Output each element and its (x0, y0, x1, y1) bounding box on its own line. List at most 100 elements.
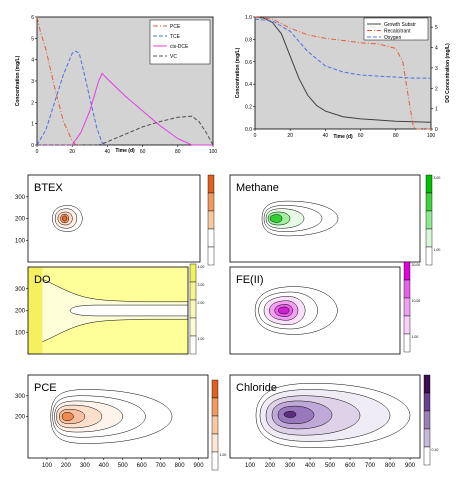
contour-panel-methane: Methane 3.00 1.00 (229, 174, 441, 266)
y2-tick-label: 1 (435, 107, 438, 113)
x-tick-label: 400 (99, 463, 110, 469)
x-tick-label: 700 (156, 463, 167, 469)
contour-panel-fe-ii: FE(II) 20.00 10.00 1.00 (229, 261, 421, 355)
x-axis-ticks-bottom: 100 200 300 400 500 600 700 800 900 100 200 300 400 5… (42, 458, 416, 469)
colorbar-label: 3.00 (198, 283, 205, 287)
colorbar-segment (211, 379, 219, 399)
panel-title: Methane (236, 182, 279, 194)
panel-title: DO (34, 274, 51, 286)
y-tick-label: 6 (31, 15, 34, 21)
x-tick-label: 100 (42, 463, 53, 469)
colorbar-label: 10.00 (412, 299, 421, 303)
y-tick-label: 0.6 (245, 60, 252, 66)
y2-tick-label: 2 (435, 86, 438, 92)
series-line-oxygen (254, 18, 431, 79)
y2-axis-label: DO Concentration (mg/L) (445, 43, 451, 103)
series-lines (254, 16, 432, 130)
x-tick-label: 500 (118, 463, 129, 469)
y-axis-ticks: 0 1 2 3 4 5 6 (31, 15, 37, 149)
x-tick-label: 80 (175, 149, 181, 155)
colorbar-label: 20.00 (412, 263, 421, 267)
colorbar-segment (207, 228, 215, 248)
contour-panel-pce: PCE 200 300 1.00 (15, 374, 227, 471)
contour-panel-chloride: Chloride 0.10 (229, 374, 438, 466)
contour-panel-btex: BTEX 100 200 300 (15, 174, 215, 266)
colorbar-segment (403, 279, 411, 299)
x-tick-label: 500 (325, 463, 336, 469)
x-tick-label: 100 (427, 133, 436, 139)
y2-tick-label: 4 (435, 46, 438, 52)
x-tick-label: 700 (365, 463, 376, 469)
panel-title: Chloride (236, 382, 277, 394)
colorbar-label: 4.00 (198, 265, 205, 269)
colorbar-label: 1.00 (220, 453, 227, 457)
x-axis-label: Time (d) (333, 134, 353, 140)
colorbar-segment (403, 261, 411, 281)
contour-band (278, 306, 290, 315)
colorbar-segment (211, 415, 219, 435)
colorbar-segment (425, 174, 433, 194)
colorbar-label: 2.00 (198, 301, 205, 305)
legend-label: VC (170, 54, 177, 60)
y2-tick-label: 3 (435, 66, 438, 72)
colorbar-segment (189, 281, 197, 301)
y2-tick-label: 5 (435, 25, 438, 31)
colorbar-label: 3.00 (434, 176, 441, 180)
contour-band (283, 411, 297, 418)
x-tick-label: 200 (265, 463, 276, 469)
y-tick-label: 2 (31, 100, 34, 106)
colorbar-segment (403, 333, 411, 353)
y-tick-label: 0 (31, 143, 34, 149)
x-tick-label: 0 (36, 149, 39, 155)
colorbar-segment (207, 174, 215, 194)
x-tick-label: 40 (105, 149, 111, 155)
legend-label: Growth Substr (384, 22, 416, 28)
panel-frame (229, 266, 401, 355)
y-tick-label: 5 (31, 36, 34, 42)
y-tick-label: 0.8 (245, 37, 252, 43)
colorbar-segment (425, 246, 433, 266)
x-axis-label: Time (d) (115, 148, 135, 154)
x-tick-label: 900 (405, 463, 416, 469)
line-chart-substrate-oxygen: 0 20 40 60 80 100 0.0 0.2 0.4 0.6 0.8 1.0 0 1 2 3 4 5 G… (235, 15, 451, 140)
y-tick-label: 1.0 (245, 15, 252, 21)
panel-title: PCE (34, 382, 57, 394)
x-tick-label: 40 (323, 133, 329, 139)
colorbar-segment (403, 297, 411, 317)
y-tick-label: 200 (15, 415, 26, 421)
y-tick-label: 200 (15, 217, 26, 223)
y-axis-label: Concentration (mg/L) (15, 55, 21, 106)
x-tick-label: 20 (287, 133, 293, 139)
legend-label: Oxygen (384, 35, 401, 41)
y2-axis-ticks: 0 1 2 3 4 5 (431, 25, 438, 133)
x-tick-label: 900 (194, 463, 205, 469)
colorbar-segment (425, 192, 433, 212)
colorbar-segment (189, 335, 197, 355)
y-axis-ticks: 0.0 0.2 0.4 0.6 0.8 1.0 (245, 15, 255, 133)
y-tick-label: 0.0 (245, 127, 252, 133)
series-lines (36, 16, 214, 146)
y-tick-label: 1 (31, 122, 34, 128)
series-line-vc (37, 115, 214, 146)
legend-label: TCE (170, 34, 181, 40)
colorbar-label: 1.00 (434, 248, 441, 252)
x-tick-label: 80 (393, 133, 399, 139)
contour-band (269, 214, 283, 223)
colorbar-segment (423, 428, 431, 448)
colorbar-segment (189, 263, 197, 283)
y-tick-label: 4 (31, 58, 34, 64)
y-tick-label: 3 (31, 79, 34, 85)
colorbar-segment (211, 451, 219, 471)
series-line-growth-substr (254, 16, 432, 123)
panel-title: BTEX (34, 182, 63, 194)
contour-panel-do: DO 100 200 300 4.00 3.00 2.00 1.00 (15, 263, 205, 355)
colorbar-segment (211, 433, 219, 453)
colorbar-segment (207, 246, 215, 266)
x-tick-label: 400 (305, 463, 316, 469)
legend-label: cis-DCE (170, 44, 189, 50)
panel-title: FE(II) (236, 274, 264, 286)
y-tick-label: 100 (15, 330, 26, 336)
panel-frame (229, 374, 421, 459)
y2-tick-label: 0 (435, 127, 438, 133)
series-line-pce (36, 16, 81, 146)
